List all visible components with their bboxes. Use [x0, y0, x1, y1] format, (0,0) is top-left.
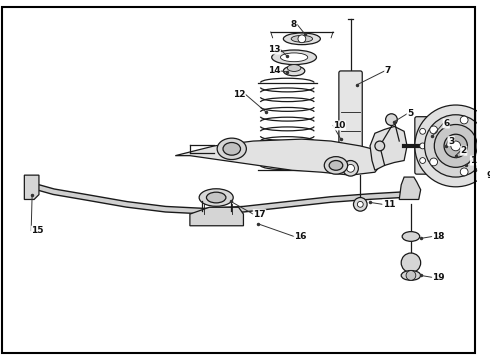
Ellipse shape	[401, 271, 421, 280]
Circle shape	[460, 168, 468, 176]
Circle shape	[406, 271, 416, 280]
FancyBboxPatch shape	[339, 71, 362, 167]
Circle shape	[424, 115, 487, 177]
Text: 6: 6	[443, 119, 449, 128]
Circle shape	[353, 198, 367, 211]
Circle shape	[444, 134, 467, 158]
Text: 12: 12	[233, 90, 245, 99]
Circle shape	[415, 105, 490, 187]
Text: 11: 11	[383, 200, 395, 209]
Circle shape	[357, 202, 363, 207]
Text: 5: 5	[407, 109, 413, 118]
Polygon shape	[370, 126, 407, 170]
Ellipse shape	[283, 33, 320, 45]
Text: 1: 1	[470, 156, 477, 165]
Circle shape	[434, 125, 477, 167]
Circle shape	[420, 129, 425, 134]
Polygon shape	[190, 207, 244, 226]
Ellipse shape	[329, 161, 343, 170]
Ellipse shape	[291, 35, 313, 42]
Text: 2: 2	[461, 146, 467, 155]
Ellipse shape	[223, 143, 241, 155]
Polygon shape	[399, 177, 421, 199]
Ellipse shape	[271, 50, 317, 64]
Polygon shape	[175, 139, 385, 175]
Text: 8: 8	[291, 20, 297, 29]
Circle shape	[430, 158, 438, 166]
FancyBboxPatch shape	[415, 117, 446, 174]
Text: 13: 13	[268, 45, 280, 54]
Text: 7: 7	[385, 67, 391, 76]
Circle shape	[346, 165, 354, 172]
Text: 19: 19	[432, 273, 445, 282]
Circle shape	[430, 126, 438, 134]
Circle shape	[386, 114, 397, 126]
Circle shape	[451, 141, 461, 151]
Circle shape	[375, 141, 385, 151]
Text: 14: 14	[268, 67, 280, 76]
Ellipse shape	[199, 189, 233, 206]
Circle shape	[420, 143, 425, 149]
Circle shape	[343, 161, 358, 176]
Circle shape	[401, 253, 421, 273]
Ellipse shape	[283, 66, 305, 76]
Ellipse shape	[206, 192, 226, 203]
Text: 15: 15	[31, 226, 44, 235]
Text: 16: 16	[294, 232, 307, 241]
Ellipse shape	[402, 231, 420, 241]
Text: 9: 9	[487, 171, 490, 180]
Text: 3: 3	[448, 136, 454, 145]
Circle shape	[420, 158, 425, 163]
Text: 10: 10	[333, 121, 345, 130]
Text: 17: 17	[253, 210, 266, 219]
Ellipse shape	[217, 138, 246, 159]
Text: 18: 18	[432, 232, 445, 241]
Ellipse shape	[287, 64, 301, 71]
Circle shape	[460, 116, 468, 124]
Circle shape	[298, 35, 306, 43]
Ellipse shape	[280, 53, 308, 62]
Polygon shape	[24, 175, 39, 199]
Circle shape	[479, 142, 487, 150]
Ellipse shape	[324, 157, 347, 174]
